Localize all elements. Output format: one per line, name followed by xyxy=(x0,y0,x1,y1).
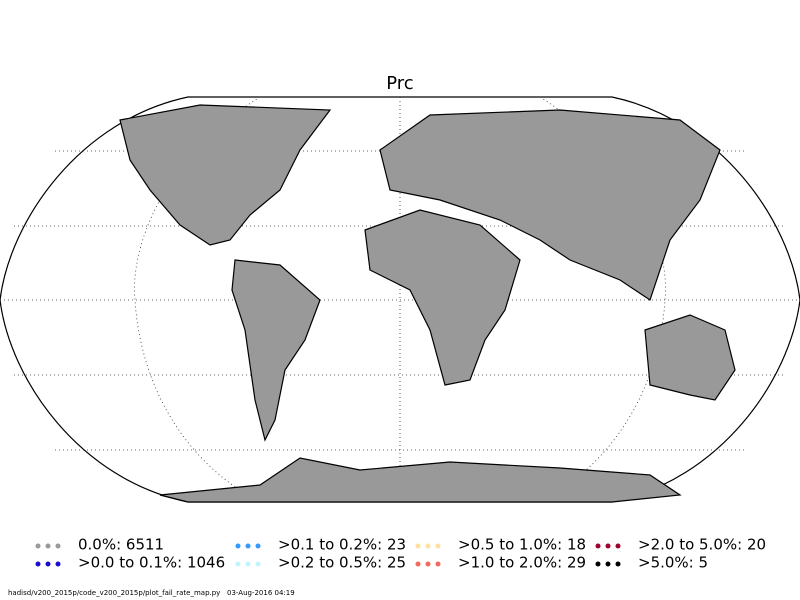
legend-marker xyxy=(235,543,241,549)
north-america xyxy=(119,104,332,246)
legend-label: 0.0%: 6511 xyxy=(78,536,164,554)
legend-marker xyxy=(615,543,621,549)
legend-marker xyxy=(45,543,51,549)
legend: 0.0%: 6511>0.0 to 0.1%: 1046 >0.1 to 0.2%… xyxy=(35,536,766,572)
legend-label: >0.2 to 0.5%: 25 xyxy=(278,554,406,572)
legend-marker xyxy=(595,561,601,567)
legend-marker xyxy=(45,561,51,567)
map-title: Prc xyxy=(386,73,413,94)
land xyxy=(119,104,736,503)
legend-label: >0.1 to 0.2%: 23 xyxy=(278,536,406,554)
legend-label: >5.0%: 5 xyxy=(638,554,708,572)
legend-marker xyxy=(35,561,41,567)
antarctica xyxy=(159,457,682,503)
south-america xyxy=(231,259,321,442)
legend-marker xyxy=(415,543,421,549)
legend-marker xyxy=(55,543,61,549)
legend-marker xyxy=(435,543,441,549)
legend-marker xyxy=(425,543,431,549)
legend-marker xyxy=(55,561,61,567)
legend-marker xyxy=(245,561,251,567)
meridian xyxy=(539,96,666,503)
legend-marker xyxy=(235,561,241,567)
legend-marker xyxy=(605,543,611,549)
legend-marker xyxy=(255,561,261,567)
legend-marker xyxy=(425,561,431,567)
legend-marker xyxy=(245,543,251,549)
legend-marker xyxy=(615,561,621,567)
meridian xyxy=(134,96,261,503)
australia xyxy=(644,314,736,401)
legend-marker xyxy=(435,561,441,567)
legend-label: >2.0 to 5.0%: 20 xyxy=(638,536,766,554)
map xyxy=(0,96,800,503)
legend-marker xyxy=(35,543,41,549)
legend-label: >0.5 to 1.0%: 18 xyxy=(458,536,586,554)
footer: hadisd/v200_2015p/code_v200_2015p/plot_f… xyxy=(8,589,295,597)
legend-marker xyxy=(605,561,611,567)
legend-marker xyxy=(255,543,261,549)
eurasia xyxy=(379,109,721,301)
legend-label: >0.0 to 0.1%: 1046 xyxy=(78,554,225,572)
legend-marker xyxy=(595,543,601,549)
africa xyxy=(364,209,521,386)
legend-marker xyxy=(415,561,421,567)
legend-label: >1.0 to 2.0%: 29 xyxy=(458,554,586,572)
